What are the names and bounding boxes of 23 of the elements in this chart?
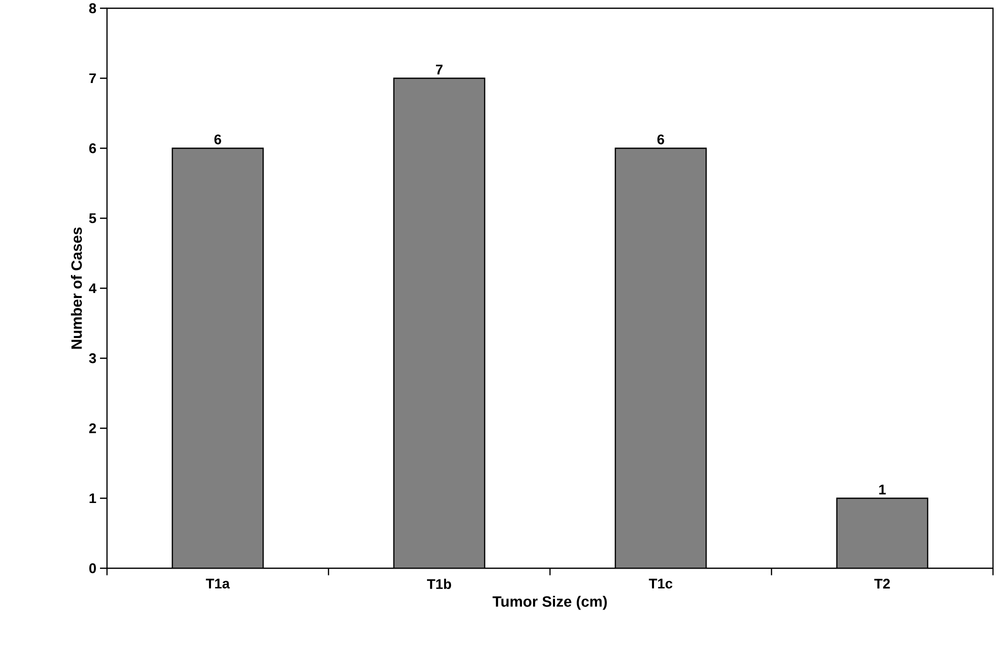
bar (393, 78, 486, 568)
y-tick-label: 0 (89, 563, 96, 574)
y-tick-label: 7 (89, 73, 96, 83)
data-label: 1 (879, 484, 886, 494)
bar (836, 498, 928, 568)
x-tick-label: T2 (874, 578, 890, 588)
y-tick-label: 4 (88, 283, 96, 293)
x-tick-label: T1b (427, 578, 452, 589)
y-axis-title: Number of Cases (70, 227, 82, 349)
bar (614, 148, 707, 568)
y-tick-label: 1 (90, 493, 96, 503)
data-label: 6 (657, 134, 664, 144)
x-axis-title: Tumor Size (cm) (492, 596, 607, 610)
y-tick-label: 6 (89, 143, 96, 154)
y-tick-label: 2 (89, 423, 96, 433)
y-tick-label: 5 (89, 213, 96, 223)
y-tick-label: 3 (89, 353, 96, 364)
x-tick-label: T1a (206, 578, 230, 588)
bar (172, 148, 264, 568)
data-label: 7 (436, 64, 443, 74)
x-tick-label: T1c (648, 578, 672, 588)
y-tick-label: 8 (89, 3, 96, 14)
data-label: 6 (214, 134, 222, 144)
